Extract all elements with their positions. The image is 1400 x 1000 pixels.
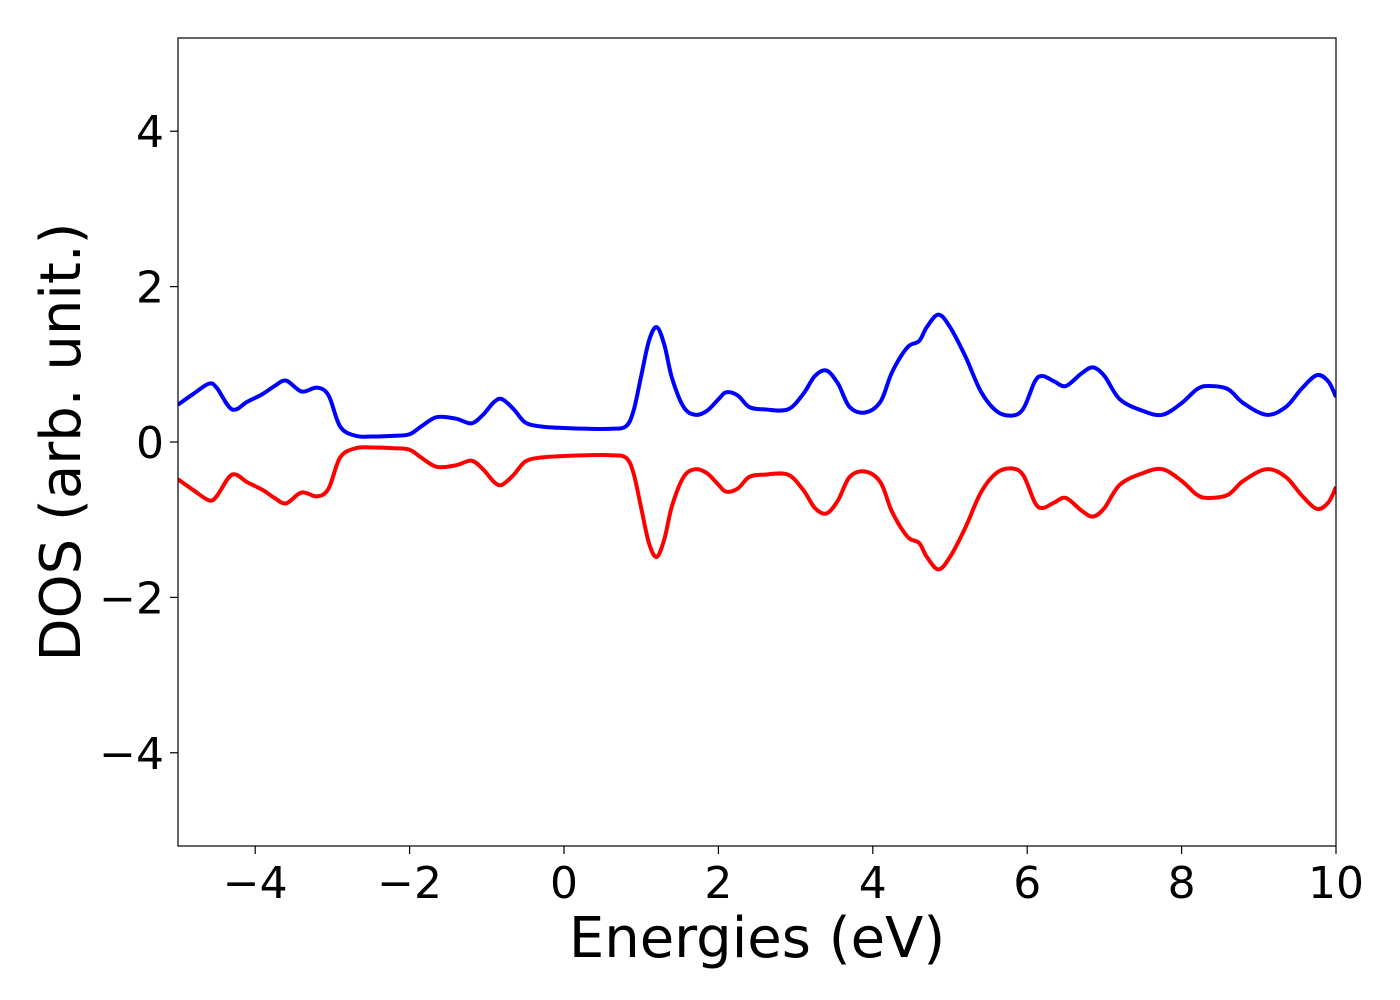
x-axis-ticks: −4 −2 0 2 4 6 8 10 [223, 846, 1364, 909]
y-tick-label: 4 [136, 107, 164, 158]
x-tick-label: −4 [223, 858, 288, 909]
x-tick-label: 8 [1168, 858, 1196, 909]
y-tick-label: −4 [99, 729, 164, 780]
x-tick-label: 10 [1308, 858, 1364, 909]
x-tick-label: 4 [859, 858, 887, 909]
x-tick-label: 0 [550, 858, 578, 909]
x-axis-label: Energies (eV) [569, 906, 945, 971]
y-tick-label: 0 [136, 418, 164, 469]
y-tick-label: −2 [99, 573, 164, 624]
x-tick-label: −2 [377, 858, 442, 909]
x-tick-label: 2 [704, 858, 732, 909]
y-tick-label: 2 [136, 263, 164, 314]
series-line-spin-up [178, 312, 1336, 439]
x-tick-label: 6 [1013, 858, 1041, 909]
series-layer [178, 312, 1336, 572]
y-axis-ticks: −4 −2 0 2 4 [99, 107, 178, 780]
y-axis-label: DOS (arb. unit.) [29, 222, 94, 661]
series-line-spin-down [178, 445, 1336, 572]
